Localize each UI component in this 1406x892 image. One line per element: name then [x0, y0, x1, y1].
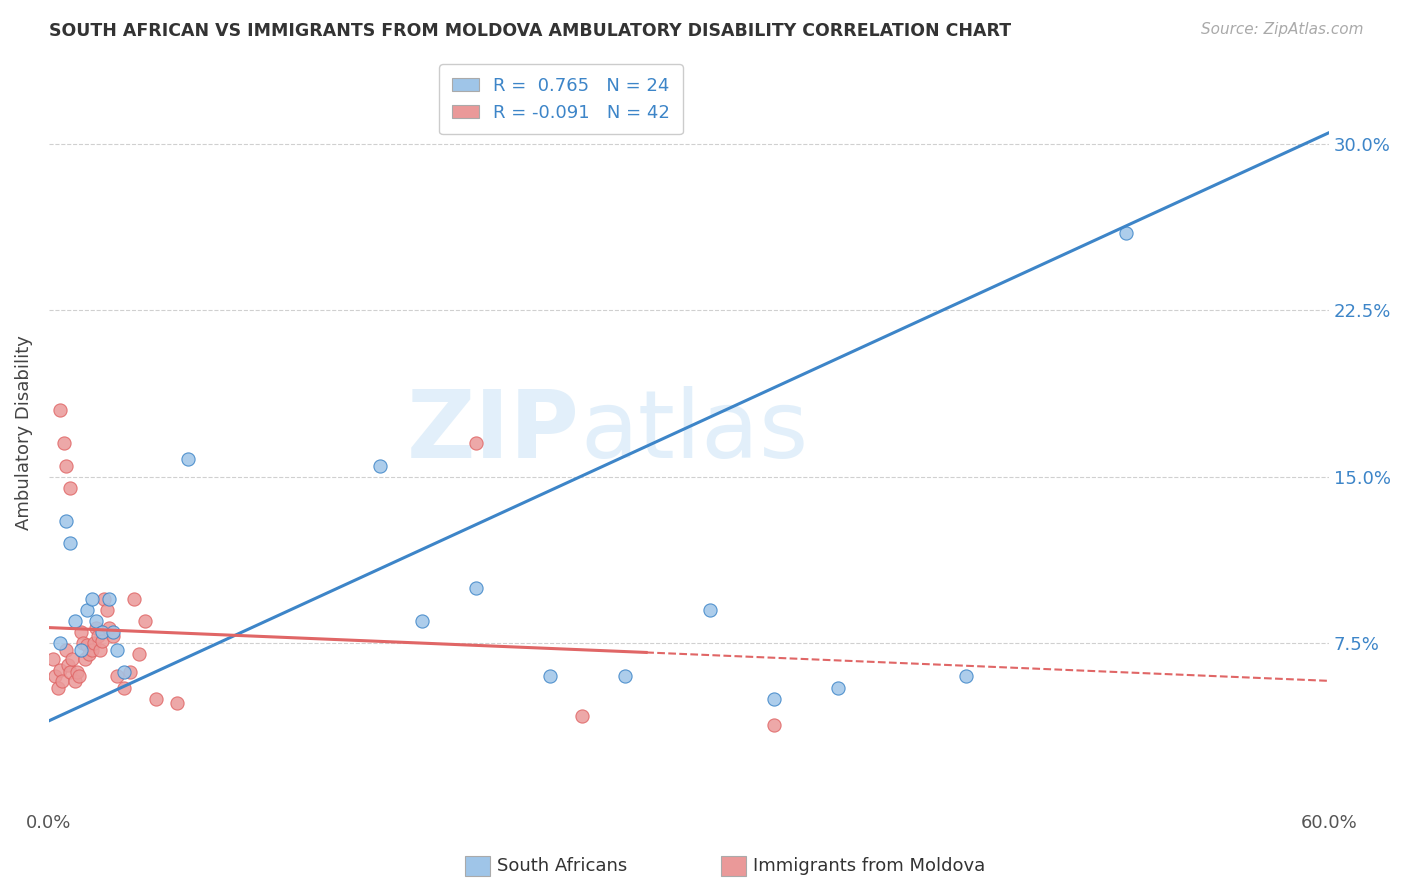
Point [87, 630, 110, 644]
Point [59, 481, 82, 495]
Point [51, 673, 73, 688]
Point [52, 436, 75, 450]
Point [91, 625, 114, 640]
Text: atlas: atlas [581, 386, 808, 478]
Point [55, 642, 77, 657]
Point [96, 603, 118, 617]
Y-axis label: Ambulatory Disability: Ambulatory Disability [15, 334, 32, 530]
Point [84, 621, 107, 635]
Point [571, 709, 593, 723]
Point [76, 638, 98, 652]
Point [368, 458, 391, 473]
Point [76, 603, 98, 617]
Point [613, 669, 636, 683]
Point [75, 651, 97, 665]
Point [42, 651, 65, 665]
Point [112, 681, 135, 695]
Point [59, 665, 82, 679]
Point [80, 642, 103, 657]
Point [84, 614, 107, 628]
Point [128, 647, 150, 661]
Point [176, 452, 198, 467]
Point [55, 514, 77, 528]
Point [118, 665, 141, 679]
Text: ZIP: ZIP [408, 386, 581, 478]
Point [105, 642, 128, 657]
Point [134, 614, 156, 628]
Point [91, 634, 114, 648]
Point [97, 621, 120, 635]
Point [93, 591, 115, 606]
Point [124, 591, 146, 606]
Point [66, 665, 89, 679]
Point [70, 642, 93, 657]
Point [48, 663, 70, 677]
Point [538, 669, 561, 683]
Point [89, 642, 111, 657]
Text: Source: ZipAtlas.com: Source: ZipAtlas.com [1201, 22, 1364, 37]
Point [97, 591, 120, 606]
Point [83, 636, 105, 650]
Text: SOUTH AFRICAN VS IMMIGRANTS FROM MOLDOVA AMBULATORY DISABILITY CORRELATION CHART: SOUTH AFRICAN VS IMMIGRANTS FROM MOLDOVA… [49, 22, 1011, 40]
Point [827, 681, 849, 695]
Point [63, 614, 86, 628]
Point [55, 458, 77, 473]
Point [145, 691, 167, 706]
Point [62, 651, 84, 665]
Point [763, 718, 786, 732]
Point [67, 669, 90, 683]
Point [48, 403, 70, 417]
Point [63, 673, 86, 688]
Point [56, 658, 79, 673]
Point [763, 691, 786, 706]
Point [112, 665, 135, 679]
Point [411, 614, 433, 628]
Point [79, 647, 101, 661]
Point [44, 669, 66, 683]
Text: South Africans: South Africans [496, 857, 627, 875]
Text: Immigrants from Moldova: Immigrants from Moldova [752, 857, 986, 875]
Point [699, 603, 721, 617]
Point [955, 669, 977, 683]
Point [72, 636, 94, 650]
Point [464, 436, 486, 450]
Legend: R =  0.765   N = 24, R = -0.091   N = 42: R = 0.765 N = 24, R = -0.091 N = 42 [439, 64, 683, 135]
Point [1115, 226, 1137, 240]
Point [101, 630, 124, 644]
Point [464, 581, 486, 595]
Point [80, 591, 103, 606]
Point [48, 636, 70, 650]
Point [46, 681, 69, 695]
Point [70, 625, 93, 640]
Point [166, 696, 188, 710]
Point [105, 669, 128, 683]
Point [101, 625, 124, 640]
Point [59, 536, 82, 550]
